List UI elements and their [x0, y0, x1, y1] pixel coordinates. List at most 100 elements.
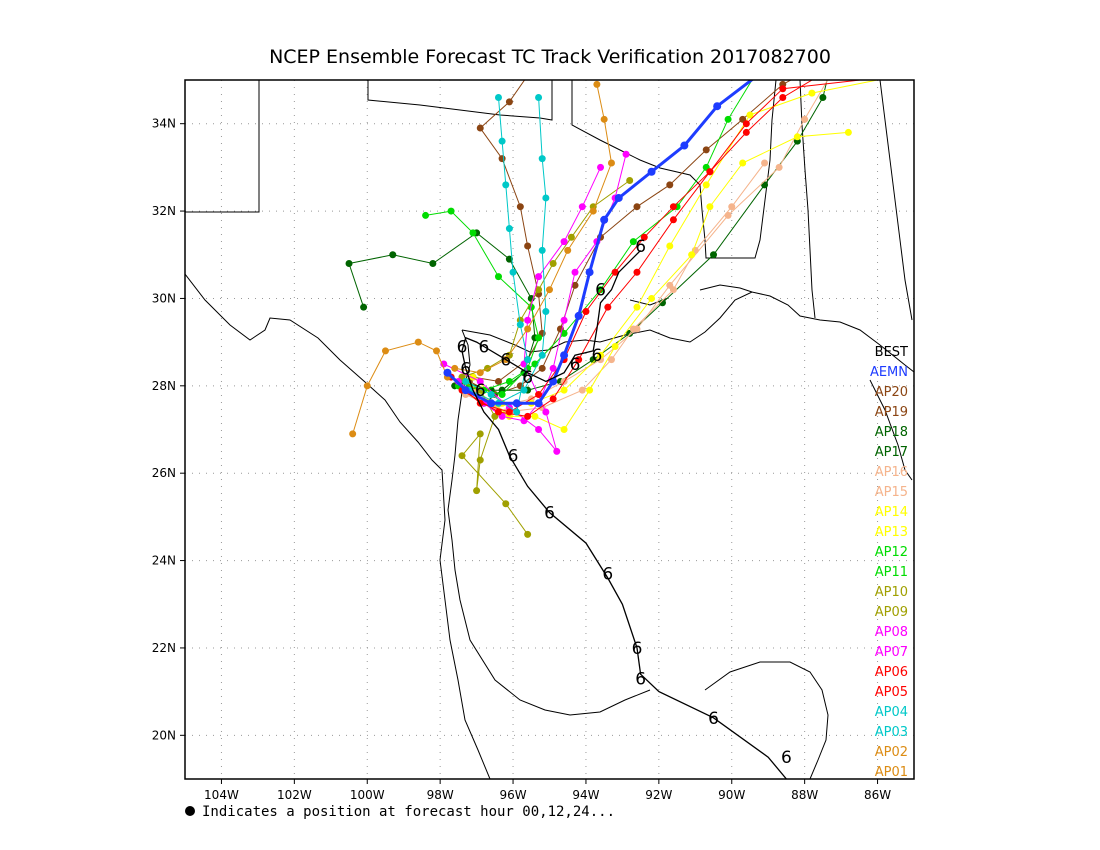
legend-entry-ap18: AP18 — [875, 425, 908, 440]
forecast-position-dot — [600, 215, 609, 224]
forecast-position-dot — [710, 251, 718, 259]
legend-entry-ap17: AP17 — [875, 445, 908, 460]
legend-entry-aemn: AEMN — [870, 365, 908, 380]
forecast-position-dot — [534, 399, 543, 408]
hurricane-symbol: 6 — [508, 447, 519, 467]
legend-entry-ap07: AP07 — [875, 645, 908, 660]
legend-entry-ap13: AP13 — [875, 525, 908, 540]
forecast-position-dot — [494, 93, 502, 101]
legend-entry-best: BEST — [875, 345, 908, 360]
forecast-position-dot — [461, 386, 470, 395]
forecast-position-dot — [512, 399, 521, 408]
track-line — [446, 80, 755, 405]
track-ap01 — [451, 80, 615, 377]
forecast-position-dot — [629, 238, 637, 246]
x-tick-label: 100W — [350, 788, 385, 802]
forecast-position-dot — [476, 369, 484, 377]
forecast-position-dot — [494, 377, 502, 385]
y-tick-label: 30N — [152, 291, 176, 305]
forecast-position-dot — [476, 430, 484, 438]
forecast-position-dot — [505, 98, 513, 106]
forecast-position-dot — [739, 159, 747, 167]
forecast-position-dot — [706, 203, 714, 211]
x-tick-label: 90W — [718, 788, 745, 802]
x-tick-label: 92W — [645, 788, 672, 802]
track-line — [348, 232, 536, 404]
forecast-position-dot — [505, 225, 513, 233]
legend-entry-ap15: AP15 — [875, 485, 908, 500]
forecast-position-dot — [768, 33, 775, 40]
forecast-position-dot — [560, 386, 568, 394]
hurricane-symbol: 6 — [708, 709, 719, 729]
legend: BEST AEMN AP20 AP19 AP18 AP17 AP16 AP15 AP14 AP13… — [870, 345, 908, 780]
forecast-position-dot — [633, 203, 641, 211]
forecast-position-dot — [505, 377, 513, 385]
coastline-florida — [869, 379, 913, 481]
legend-entry-ap09: AP09 — [875, 605, 908, 620]
track-aemn — [443, 80, 755, 408]
forecast-position-dot — [742, 128, 750, 136]
track-ap06 — [447, 80, 813, 416]
forecast-position-dot — [487, 391, 495, 399]
forecast-position-dot — [469, 229, 477, 237]
forecast-position-dot — [476, 456, 484, 464]
forecast-position-dot — [666, 242, 674, 250]
hurricane-symbol: 6 — [591, 346, 602, 366]
legend-entry-ap12: AP12 — [875, 545, 908, 560]
y-tick-label: 26N — [152, 466, 176, 480]
forecast-position-dot — [746, 111, 754, 119]
forecast-position-dot — [578, 386, 586, 394]
forecast-position-dot — [538, 155, 546, 163]
forecast-position-dot — [896, 72, 903, 79]
forecast-position-dot — [578, 203, 586, 211]
forecast-position-dot — [414, 338, 422, 346]
hurricane-symbol: 6 — [595, 281, 606, 301]
forecast-position-dot — [538, 351, 546, 359]
x-tick-label: 102W — [277, 788, 312, 802]
legend-entry-ap02: AP02 — [875, 745, 908, 760]
forecast-position-dot — [363, 382, 371, 390]
forecast-position-dot — [542, 308, 550, 316]
forecast-position-dot — [669, 203, 677, 211]
forecast-position-dot — [574, 311, 583, 320]
forecast-position-dot — [451, 364, 459, 372]
forecast-position-dot — [524, 356, 532, 364]
hurricane-symbol: 6 — [781, 748, 792, 768]
forecast-position-dot — [622, 150, 630, 158]
forecast-position-dot — [571, 268, 579, 276]
forecast-position-dot — [502, 181, 510, 189]
forecast-position-dot — [819, 93, 827, 101]
forecast-position-dot — [640, 233, 648, 241]
forecast-position-dot — [607, 356, 615, 364]
forecast-position-dot — [433, 347, 441, 355]
basemap — [185, 80, 914, 779]
legend-entry-ap16: AP16 — [875, 465, 908, 480]
legend-entry-ap01: AP01 — [875, 765, 908, 780]
forecast-position-dot — [498, 391, 506, 399]
forecast-position-dot — [724, 211, 732, 219]
forecast-position-dot — [669, 286, 677, 294]
forecast-position-dot — [531, 412, 539, 420]
forecast-position-dot — [345, 259, 353, 267]
forecast-position-dot — [535, 273, 543, 281]
forecast-position-dot — [728, 203, 736, 211]
y-tick-label: 34N — [152, 117, 176, 131]
forecast-position-dot — [553, 447, 561, 455]
forecast-position-dot — [535, 426, 543, 433]
hurricane-symbol: 6 — [500, 351, 511, 371]
legend-entry-ap10: AP10 — [875, 585, 908, 600]
forecast-position-dot — [476, 377, 484, 385]
forecast-position-dot — [542, 408, 550, 416]
forecast-position-dot — [560, 316, 568, 324]
forecast-position-dot — [669, 216, 677, 224]
map-title: NCEP Ensemble Forecast TC Track Verifica… — [269, 46, 831, 68]
forecast-position-dot — [808, 89, 816, 97]
track-ap05 — [458, 80, 865, 420]
forecast-position-dot — [549, 395, 557, 403]
forecast-position-dot — [447, 207, 455, 215]
forecast-position-dot — [742, 120, 750, 128]
x-tick-label: 88W — [791, 788, 818, 802]
forecast-position-dot — [516, 203, 524, 211]
track-line — [465, 80, 829, 409]
